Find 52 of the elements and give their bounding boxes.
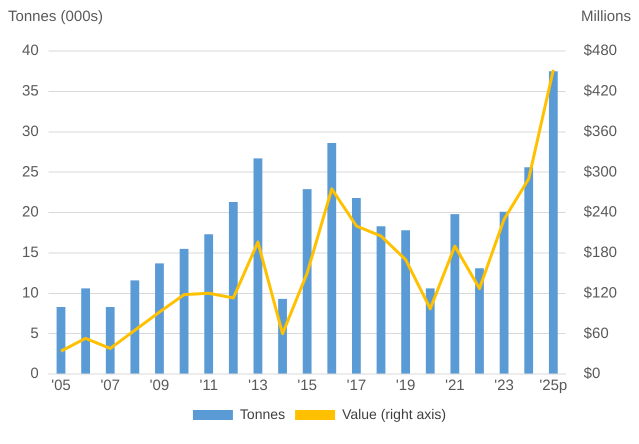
bar — [327, 143, 336, 374]
y2-tick-label: $240 — [584, 204, 618, 221]
x-tick-label: '05 — [51, 377, 71, 394]
bar — [352, 198, 361, 374]
y-tick-label: 20 — [22, 204, 39, 221]
y2-tick-label: $420 — [584, 82, 618, 100]
y-tick-label: 35 — [22, 82, 39, 100]
x-tick-label: '11 — [199, 377, 218, 394]
y-axis-title: Tonnes (000s) — [8, 8, 104, 27]
y2-tick-label: $480 — [584, 42, 618, 60]
x-tick-label: '17 — [346, 377, 366, 394]
x-tick-label: '19 — [396, 377, 416, 394]
bar — [524, 167, 534, 374]
bar — [180, 248, 188, 374]
x-tick-label: '21 — [445, 377, 465, 394]
bar — [130, 280, 140, 374]
y2-tick-label: $120 — [584, 284, 618, 302]
bar — [204, 234, 214, 374]
bar — [254, 158, 262, 374]
y2-tick-label: $0 — [584, 365, 600, 382]
x-tick-label: '23 — [494, 377, 514, 394]
y-tick-label: 10 — [22, 284, 39, 302]
x-tick-label: '09 — [150, 377, 170, 394]
bar — [401, 230, 410, 374]
y-tick-label: 5 — [30, 324, 39, 342]
y-tick-label: 25 — [22, 163, 39, 180]
y2-tick-label: $300 — [584, 163, 618, 180]
bar — [81, 288, 90, 374]
bar — [106, 306, 115, 374]
x-tick-label: '25p — [539, 377, 568, 394]
x-tick-label: '15 — [297, 377, 317, 394]
bar — [548, 71, 558, 374]
y-tick-label: 30 — [22, 122, 39, 140]
bar — [56, 306, 66, 374]
legend-label: Value (right axis) — [342, 406, 446, 422]
bar — [450, 214, 460, 374]
x-tick-label: '07 — [100, 377, 120, 394]
bar — [475, 268, 484, 374]
bar — [228, 202, 238, 374]
legend-label: Tonnes — [240, 406, 286, 422]
y2-tick-label: $360 — [584, 122, 618, 140]
y2-tick-label: $60 — [584, 324, 609, 342]
bar — [376, 226, 386, 374]
y2-axis-title: Millions — [580, 8, 631, 27]
bar — [302, 189, 312, 374]
bar — [155, 263, 164, 374]
x-tick-label: '13 — [248, 377, 268, 394]
y-tick-label: 40 — [22, 42, 39, 60]
y-tick-label: 15 — [22, 244, 39, 262]
y-tick-label: 0 — [30, 365, 39, 382]
y2-tick-label: $180 — [584, 244, 618, 262]
bar — [500, 212, 508, 374]
